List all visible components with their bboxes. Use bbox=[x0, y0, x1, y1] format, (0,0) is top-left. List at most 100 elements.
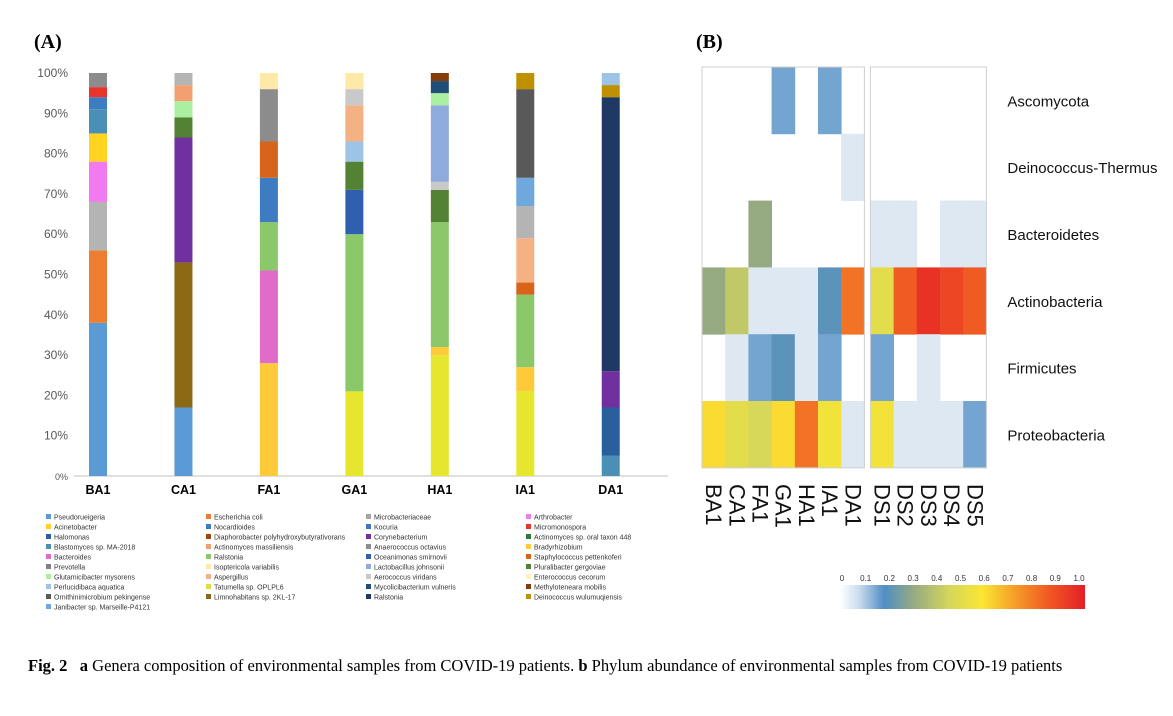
heatmap-cell bbox=[916, 401, 941, 469]
legend-label: Blastomyces sp. MA-2018 bbox=[54, 545, 135, 552]
bar-segment bbox=[174, 101, 193, 118]
heatmap-cell bbox=[870, 401, 894, 469]
heatmap-cell bbox=[841, 267, 865, 335]
bar-segment bbox=[516, 367, 535, 392]
bar-segment bbox=[601, 85, 620, 98]
legend-label: Aerococcus viridans bbox=[374, 575, 437, 582]
heatmap-cell bbox=[870, 267, 894, 335]
bar-segment bbox=[345, 391, 364, 476]
bar-segment bbox=[516, 73, 535, 90]
legend-label: Prevotella bbox=[54, 565, 85, 572]
legend-swatch bbox=[206, 554, 211, 559]
bar-segment bbox=[89, 201, 107, 251]
bar-segment bbox=[516, 205, 535, 239]
legend-item: Bradyrhizobium bbox=[526, 544, 583, 552]
bar-segment bbox=[601, 455, 620, 476]
legend-label: Ralstonia bbox=[214, 555, 243, 562]
legend-label: Aspergillus bbox=[214, 575, 249, 582]
legend-label: Tatumella sp. OPLPL6 bbox=[214, 585, 284, 592]
legend-swatch bbox=[366, 584, 371, 589]
bar-segment bbox=[89, 322, 107, 476]
bar-segment bbox=[259, 73, 278, 90]
bar-segment bbox=[259, 89, 278, 142]
panel-label-a: (A) bbox=[34, 31, 62, 53]
legend-label: Pluralibacter gergoviae bbox=[534, 565, 606, 572]
bar-segment bbox=[259, 222, 278, 271]
heatmap-cell bbox=[893, 267, 918, 335]
legend-label: Halomonas bbox=[54, 535, 90, 542]
legend-label: Glutamicibacter mysorens bbox=[54, 575, 135, 582]
bar-segment bbox=[89, 250, 107, 323]
legend-swatch bbox=[526, 534, 531, 539]
legend-item: Bacteroides bbox=[46, 554, 91, 562]
colorbar-tick-label: 0.8 bbox=[1026, 574, 1038, 583]
row-label: Bacteroidetes bbox=[1007, 227, 1099, 244]
x-tick-label: HA1 bbox=[427, 483, 452, 497]
heatmap-group-d-border bbox=[869, 66, 987, 469]
bar-stack-FA1 bbox=[259, 73, 278, 476]
heatmap-cell bbox=[818, 67, 842, 135]
legend-item: Arthrobacter bbox=[526, 514, 573, 522]
legend-swatch bbox=[366, 574, 371, 579]
bar-segment bbox=[174, 117, 193, 138]
y-tick-label: 30% bbox=[44, 348, 68, 362]
legend-swatch bbox=[526, 554, 531, 559]
x-tick-label: IA1 bbox=[516, 483, 536, 497]
legend-item: Staphylococcus pettenkoferi bbox=[526, 554, 622, 562]
legend-swatch bbox=[366, 514, 371, 519]
legend-swatch bbox=[526, 564, 531, 569]
legend-label: Deinococcus wulumuqiensis bbox=[534, 595, 622, 602]
legend-label: Isoptericola variabilis bbox=[214, 565, 279, 572]
legend-swatch bbox=[46, 584, 51, 589]
row-label: Actinobacteria bbox=[1007, 294, 1103, 311]
legend-swatch bbox=[206, 594, 211, 599]
colorbar-tick-label: 0.7 bbox=[1002, 574, 1014, 583]
legend-swatch bbox=[46, 594, 51, 599]
bar-segment bbox=[516, 391, 535, 476]
y-tick-label: 60% bbox=[44, 227, 68, 241]
bar-stack-CA1 bbox=[174, 73, 193, 476]
legend-item: Microbacteriaceae bbox=[366, 514, 431, 522]
legend-label: Anaerococcus octavius bbox=[374, 545, 446, 552]
x-tick-label: BA1 bbox=[85, 483, 110, 497]
legend-item: Isoptericola variabilis bbox=[206, 564, 279, 572]
legend-swatch bbox=[46, 564, 51, 569]
legend-swatch bbox=[46, 544, 51, 549]
y-tick-label: 40% bbox=[44, 308, 68, 322]
colorbar-tick-label: 0.6 bbox=[979, 574, 991, 583]
bar-segment bbox=[601, 73, 620, 86]
bar-segment bbox=[516, 282, 535, 295]
colorbar-tick-label: 0.2 bbox=[884, 574, 896, 583]
y-tick-label: 80% bbox=[44, 147, 68, 161]
bar-segment bbox=[430, 189, 449, 223]
caption-part-a: a bbox=[79, 656, 89, 675]
y-tick-label: 10% bbox=[44, 429, 68, 443]
bar-segment bbox=[259, 177, 278, 223]
heatmap-cell bbox=[818, 401, 842, 469]
legend-item: Ralstonia bbox=[206, 554, 243, 562]
bar-segment bbox=[345, 189, 364, 235]
legend-item: Actinomyces sp. oral taxon 448 bbox=[526, 534, 631, 542]
bar-stack-IA1 bbox=[516, 73, 535, 476]
legend-item: Oceanimonas smirnovii bbox=[366, 554, 447, 562]
legend-label: Enterococcus cecorum bbox=[534, 575, 605, 582]
heatmap-cell bbox=[748, 401, 772, 469]
heatmap-cell bbox=[940, 200, 964, 268]
legend-item: Mycolicibacterium vulneris bbox=[366, 584, 456, 592]
legend-label: Methyloteneara mobilis bbox=[534, 585, 606, 592]
legend-label: Oceanimonas smirnovii bbox=[374, 555, 447, 562]
legend-label: Perlucidibaca aquatica bbox=[54, 585, 125, 592]
legend-label: Bradyrhizobium bbox=[534, 545, 583, 552]
column-label: DS2 bbox=[893, 484, 918, 527]
bar-segment bbox=[89, 109, 107, 134]
heatmap-cell bbox=[870, 200, 894, 268]
legend-label: Mycolicibacterium vulneris bbox=[374, 585, 456, 592]
legend-label: Ralstonia bbox=[374, 595, 403, 602]
heatmap-cell bbox=[963, 200, 987, 268]
caption-part-b: b bbox=[578, 656, 588, 675]
legend-swatch bbox=[46, 524, 51, 529]
legend-item: Lactobacillus johnsonii bbox=[366, 564, 444, 572]
heatmap-cell bbox=[748, 267, 772, 335]
legend-swatch bbox=[366, 534, 371, 539]
